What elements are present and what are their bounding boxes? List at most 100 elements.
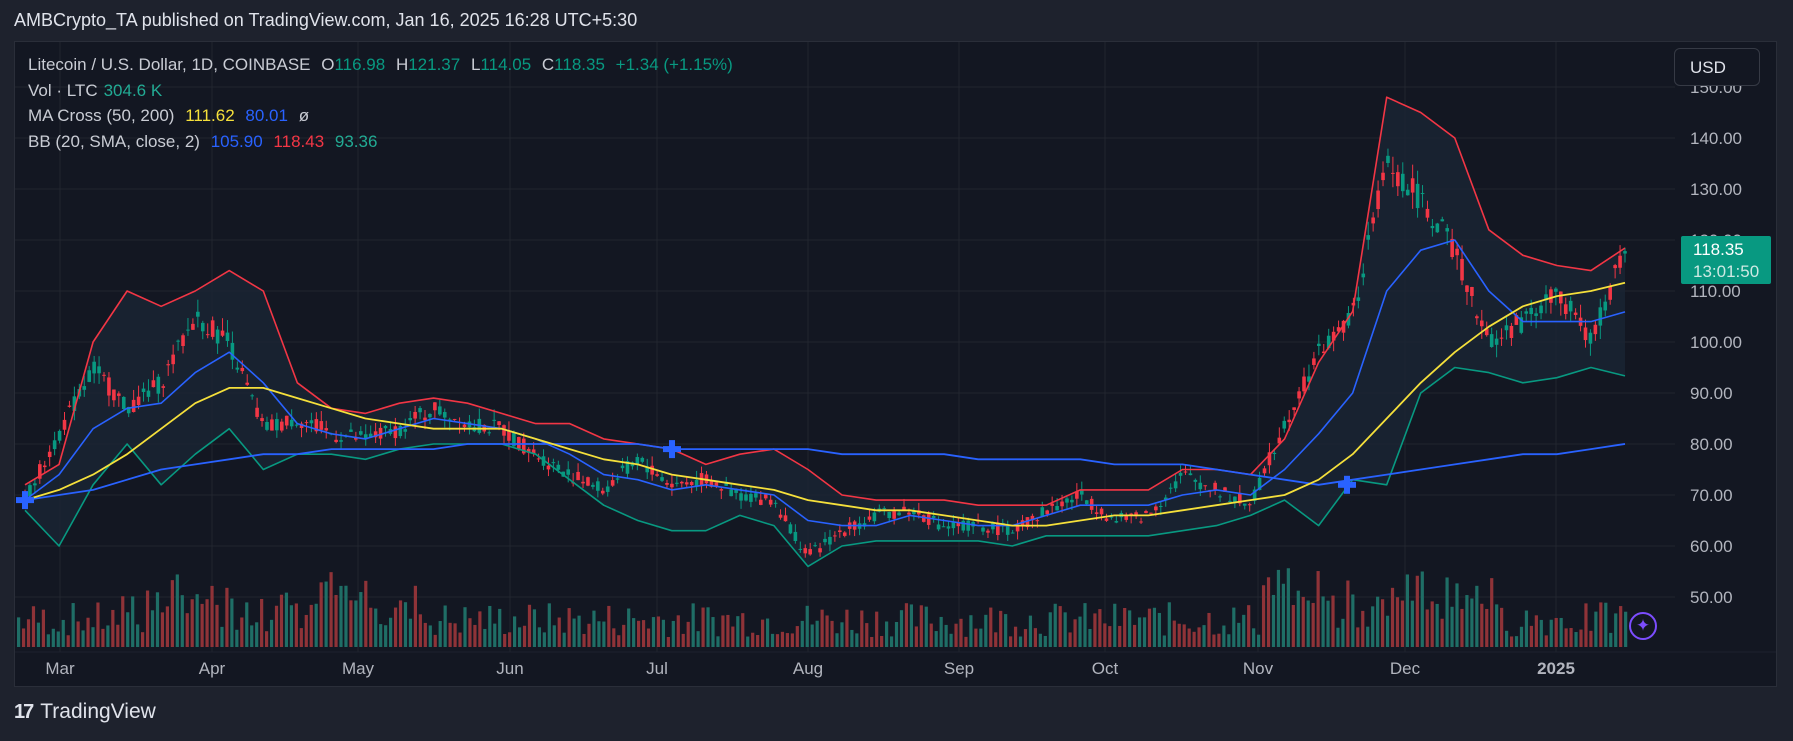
volume-bar [1296, 590, 1300, 647]
candle-body [882, 508, 887, 510]
candle-body [270, 419, 274, 431]
volume-bar [1524, 610, 1529, 647]
tradingview-logo[interactable]: 17 TradingView [14, 700, 156, 724]
volume-bar [418, 614, 422, 647]
price-chart[interactable]: 150.00140.00130.00120.00110.00100.0090.0… [15, 42, 1777, 687]
volume-bar [379, 624, 383, 647]
candle-body [763, 494, 768, 499]
volume-bar [597, 621, 601, 647]
candle-body [1272, 452, 1277, 454]
candle-body [433, 402, 437, 411]
volume-bar [899, 610, 904, 647]
volume-bar [875, 611, 879, 647]
legend-symbol-row[interactable]: Litecoin / U.S. Dollar, 1D, COINBASE O11… [28, 52, 733, 78]
candle-body [1519, 317, 1524, 333]
volume-bar [527, 604, 532, 647]
legend-ma-cross-row[interactable]: MA Cross (50, 200) 111.62 80.01 ø [28, 103, 733, 129]
bollinger-band-fill [25, 97, 1625, 567]
volume-bar [170, 580, 174, 647]
candle-body [586, 477, 590, 486]
candle-body [230, 342, 235, 360]
candle-body [675, 482, 679, 484]
candle-body [339, 440, 343, 442]
volume-bar [126, 612, 130, 647]
volume-bar [86, 617, 90, 647]
volume-bar [1371, 606, 1375, 647]
candle-body [121, 396, 126, 410]
candle-body [931, 515, 936, 519]
volume-bar [121, 596, 125, 647]
candle-body [1129, 513, 1133, 516]
candle-body [1109, 516, 1114, 518]
volume-bar [1182, 624, 1186, 647]
volume-bar [572, 618, 576, 647]
volume-bar [1207, 612, 1211, 647]
candle-body [186, 329, 190, 331]
currency-button[interactable]: USD [1674, 48, 1760, 86]
candle-body [546, 465, 551, 470]
candle-body [452, 418, 457, 420]
volume-bar [1137, 617, 1142, 647]
volume-bar [780, 631, 785, 647]
candle-body [660, 477, 664, 481]
volume-bar [1068, 632, 1072, 647]
volume-bar [1038, 633, 1042, 647]
candle-body [136, 396, 141, 406]
volume-bar [299, 628, 303, 647]
symbol-name[interactable]: Litecoin / U.S. Dollar, 1D, COINBASE [28, 55, 311, 74]
candle-body [1400, 173, 1405, 192]
change-value: +1.34 (+1.15%) [615, 55, 733, 74]
volume-bar [1470, 598, 1474, 647]
volume-bar [894, 621, 899, 647]
volume-bar [1232, 607, 1236, 647]
candle-body [1549, 289, 1553, 303]
volume-bar [56, 631, 60, 647]
tradingview-brand: TradingView [40, 700, 156, 723]
volume-bar [26, 619, 31, 647]
candle-body [1050, 503, 1054, 506]
legend-volume-row[interactable]: Vol · LTC 304.6 K [28, 78, 733, 104]
ma-cross-label: MA Cross (50, 200) [28, 106, 175, 125]
candle-body [1292, 407, 1296, 410]
candle-body [1588, 332, 1593, 344]
volume-bar [51, 628, 55, 647]
volume-bar [269, 619, 274, 647]
candle-body [1391, 172, 1395, 174]
candle-body [235, 367, 240, 370]
volume-bar [1222, 625, 1226, 647]
candle-body [205, 334, 210, 336]
candle-body [156, 376, 161, 394]
sparkle-assistant-icon[interactable]: ✦ [1629, 612, 1657, 640]
volume-bar [686, 621, 690, 647]
candle-body [783, 515, 788, 522]
volume-bar [1013, 626, 1018, 647]
volume-bar [711, 617, 715, 647]
volume-bar [627, 608, 631, 647]
volume-bar [175, 574, 179, 647]
candle-body [912, 510, 916, 515]
bb-lower-line [24, 366, 1626, 568]
candle-body [1544, 294, 1548, 301]
volume-bar [1088, 628, 1092, 647]
candle-body [289, 419, 294, 427]
volume-bar [369, 607, 373, 647]
legend-bb-row[interactable]: BB (20, SMA, close, 2) 105.90 118.43 93.… [28, 129, 733, 155]
volume-bar [1202, 625, 1206, 647]
volume-bar [1048, 612, 1052, 647]
volume-bar [582, 633, 586, 647]
candle-body [408, 418, 412, 421]
chart-panel[interactable]: 150.00140.00130.00120.00110.00100.0090.0… [14, 41, 1777, 687]
volume-bar [1351, 594, 1355, 647]
volume-bar [1321, 596, 1325, 647]
ma50-line [24, 281, 1626, 527]
candle-body [1099, 508, 1104, 515]
volume-bar [1033, 628, 1037, 647]
volume-bar [1624, 611, 1628, 647]
volume-bar [785, 633, 789, 647]
volume-bar [1152, 607, 1157, 647]
candle-body [828, 536, 832, 545]
volume-bar [537, 627, 541, 647]
candle-body [255, 407, 259, 417]
volume-bar [761, 619, 765, 647]
volume-bar [1534, 615, 1538, 647]
